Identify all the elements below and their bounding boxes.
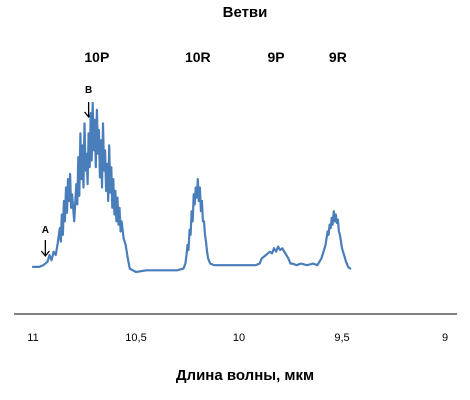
x-tick-label: 10 bbox=[233, 332, 245, 344]
x-tick-label: 9 bbox=[442, 332, 448, 344]
annotation-arrow bbox=[40, 240, 50, 258]
branch-labels: 10P 10R 9P 9R bbox=[84, 49, 346, 65]
branch-label: 10P bbox=[84, 49, 109, 65]
x-tick-labels: 11 10,5 10 9,5 9 bbox=[27, 332, 448, 344]
branch-label: 10R bbox=[185, 49, 211, 65]
x-tick-label: 9,5 bbox=[334, 332, 349, 344]
x-tick-label: 11 bbox=[27, 332, 38, 344]
branch-label: 9P bbox=[268, 49, 285, 65]
branch-label: 9R bbox=[329, 49, 347, 65]
spectrum-series-line bbox=[31, 101, 352, 274]
x-tick-label: 10,5 bbox=[125, 332, 146, 344]
x-axis-label: Длина волны, мкм bbox=[176, 367, 314, 384]
chart-title: Ветви bbox=[223, 4, 268, 21]
annotation-label: A bbox=[42, 225, 49, 236]
annotation-label: B bbox=[85, 85, 92, 96]
